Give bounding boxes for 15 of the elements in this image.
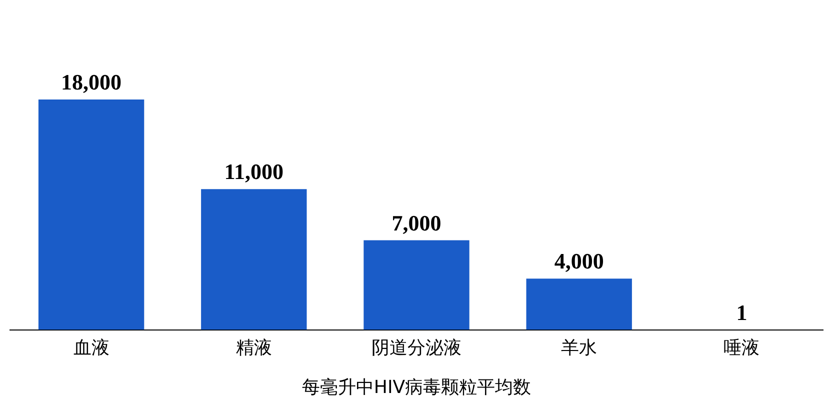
bar: [364, 240, 470, 330]
data-label: 11,000: [224, 159, 284, 184]
x-tick-label: 唾液: [724, 337, 760, 358]
bar: [201, 189, 307, 330]
x-axis-title: 每毫升中HIV病毒颗粒平均数: [302, 376, 532, 398]
x-tick-label: 羊水: [561, 337, 598, 358]
bar: [38, 100, 144, 330]
x-tick-label: 精液: [236, 337, 272, 358]
x-tick-label: 血液: [73, 337, 110, 358]
data-label: 7,000: [392, 210, 442, 236]
data-label: 4,000: [554, 248, 604, 274]
data-label: 18,000: [61, 70, 122, 95]
data-label: 1: [736, 300, 748, 325]
x-tick-label: 阴道分泌液: [372, 337, 462, 358]
bar: [526, 278, 632, 330]
